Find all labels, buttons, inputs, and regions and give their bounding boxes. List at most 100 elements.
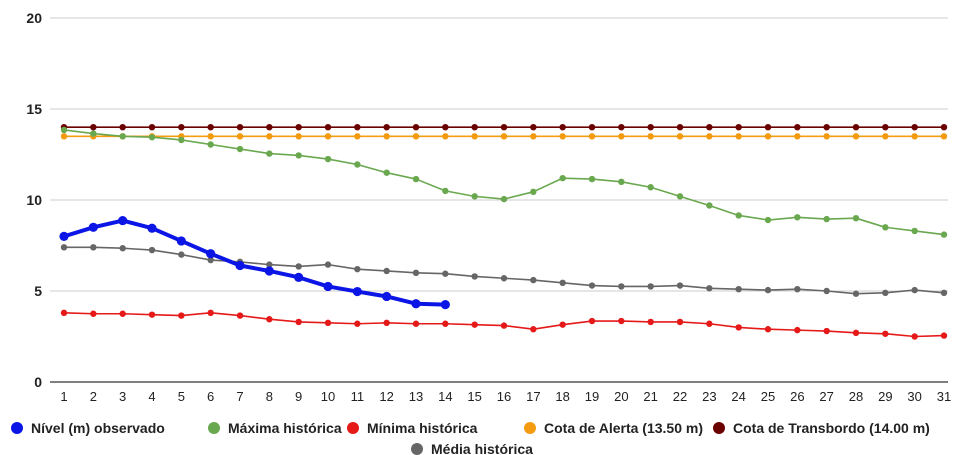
x-tick-label: 28 <box>849 389 863 404</box>
data-point <box>412 175 420 183</box>
x-tick-label: 19 <box>585 389 599 404</box>
data-point <box>295 318 302 326</box>
x-tick-label: 8 <box>266 389 273 404</box>
data-point <box>206 249 216 259</box>
data-point <box>148 134 156 141</box>
data-point <box>148 124 156 131</box>
data-point <box>588 317 596 325</box>
x-tick-label: 10 <box>321 389 335 404</box>
x-tick-label: 29 <box>878 389 892 404</box>
data-point <box>618 133 625 140</box>
data-point <box>676 282 684 289</box>
legend-item[interactable]: Média histórica <box>411 441 533 455</box>
series-lines <box>59 124 948 340</box>
data-point <box>500 195 508 203</box>
data-point <box>588 133 596 140</box>
legend[interactable]: Nível (m) observado Máxima histórica Mínim… <box>11 420 930 455</box>
data-point <box>559 321 566 328</box>
data-point <box>442 187 449 195</box>
data-point <box>90 124 97 131</box>
x-tick-label: 4 <box>148 389 155 404</box>
data-point <box>940 332 948 339</box>
series-3 <box>60 309 948 340</box>
data-point <box>852 124 860 131</box>
data-point <box>530 133 537 140</box>
data-point <box>178 124 185 131</box>
legend-item[interactable]: Cota de Transbordo (14.00 m) <box>713 420 930 436</box>
data-point <box>852 329 860 337</box>
series-5 <box>60 124 948 131</box>
legend-label: Mínima histórica <box>367 420 478 436</box>
x-tick-label: 2 <box>90 389 97 404</box>
x-tick-label: 11 <box>351 389 365 404</box>
x-tick-label: 22 <box>673 389 687 404</box>
data-point <box>148 311 156 318</box>
legend-item[interactable]: Nível (m) observado <box>11 420 165 436</box>
data-point <box>823 133 830 140</box>
x-tick-label: 5 <box>178 389 185 404</box>
data-point <box>266 150 273 157</box>
legend-marker <box>11 422 23 434</box>
data-point <box>794 133 801 140</box>
y-tick-label: 0 <box>34 374 42 390</box>
data-point <box>618 124 625 131</box>
x-tick-label: 24 <box>731 389 745 404</box>
data-point <box>442 270 449 277</box>
data-point <box>794 326 801 334</box>
data-point <box>266 261 273 268</box>
data-point <box>882 289 889 297</box>
series-2 <box>60 126 948 238</box>
data-point <box>794 214 801 221</box>
data-point <box>911 333 918 340</box>
x-tick-label: 20 <box>614 389 628 404</box>
legend-item[interactable]: Cota de Alerta (13.50 m) <box>524 420 703 436</box>
data-point <box>618 317 625 325</box>
x-tick-label: 12 <box>379 389 393 404</box>
legend-marker <box>713 422 725 434</box>
series-line <box>64 246 945 295</box>
data-point <box>471 193 478 200</box>
data-point <box>559 174 566 182</box>
data-point <box>412 320 420 327</box>
data-point <box>442 133 449 140</box>
legend-item[interactable]: Mínima histórica <box>347 420 478 436</box>
data-point <box>324 133 332 140</box>
x-tick-label: 7 <box>236 389 243 404</box>
data-point <box>382 291 392 302</box>
data-point <box>383 133 390 140</box>
legend-item[interactable]: Máxima histórica <box>208 420 342 436</box>
data-point <box>471 273 478 280</box>
data-point <box>60 309 68 317</box>
data-point <box>471 133 478 140</box>
legend-marker <box>347 422 359 434</box>
legend-label: Cota de Transbordo (14.00 m) <box>733 420 930 436</box>
x-tick-label: 27 <box>819 389 833 404</box>
data-point <box>178 251 185 258</box>
data-point <box>90 244 97 251</box>
data-point <box>440 300 450 310</box>
data-point <box>940 289 948 297</box>
data-point <box>207 124 214 131</box>
data-point <box>530 188 537 196</box>
x-tick-label: 26 <box>790 389 804 404</box>
data-point <box>823 215 830 223</box>
data-point <box>207 256 214 264</box>
data-point <box>530 276 537 284</box>
data-point <box>411 299 421 309</box>
x-tick-label: 9 <box>295 389 302 404</box>
data-point <box>59 231 69 241</box>
data-point <box>323 281 333 292</box>
series-1 <box>59 215 450 310</box>
series-line <box>63 218 446 307</box>
legend-marker <box>524 422 536 434</box>
data-point <box>119 245 126 252</box>
data-point <box>148 246 156 254</box>
data-point <box>794 124 801 131</box>
data-point <box>706 285 713 292</box>
data-point <box>588 175 596 183</box>
data-point <box>618 178 625 185</box>
data-point <box>295 263 302 270</box>
x-tick-label: 14 <box>438 389 452 404</box>
data-point <box>60 126 68 134</box>
